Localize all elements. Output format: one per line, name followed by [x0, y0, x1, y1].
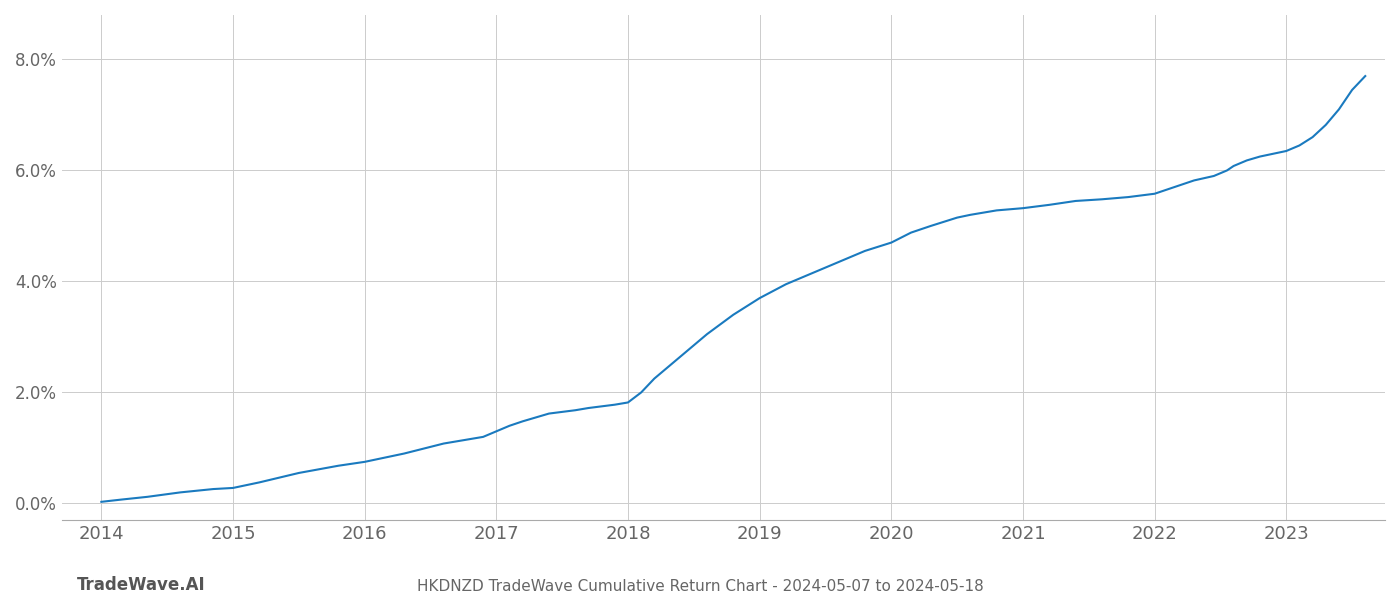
Text: HKDNZD TradeWave Cumulative Return Chart - 2024-05-07 to 2024-05-18: HKDNZD TradeWave Cumulative Return Chart…	[417, 579, 983, 594]
Text: TradeWave.AI: TradeWave.AI	[77, 576, 206, 594]
